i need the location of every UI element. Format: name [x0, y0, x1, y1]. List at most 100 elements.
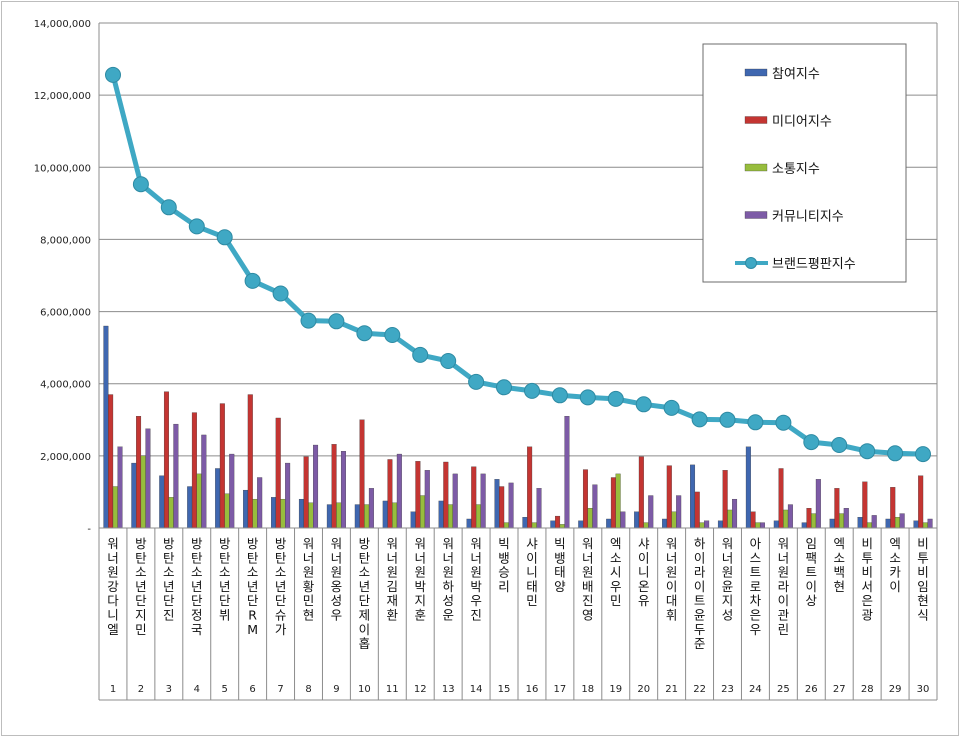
line-point [887, 445, 904, 462]
line-point [244, 272, 261, 289]
line-point [691, 411, 708, 428]
bar [499, 486, 505, 529]
y-tick-label: 4,000,000 [40, 380, 91, 391]
x-rank-label: 29 [889, 684, 902, 695]
bar [732, 498, 738, 529]
legend-entry-label: 커뮤니티지수 [772, 210, 844, 225]
bar [215, 468, 221, 529]
x-rank-label: 6 [249, 684, 255, 695]
bar [773, 520, 779, 529]
bar [806, 508, 812, 529]
x-rank-label: 5 [222, 684, 228, 695]
line-point [412, 346, 429, 363]
bar [615, 473, 621, 529]
legend-entry-label: 미디어지수 [772, 115, 832, 130]
legend-marker [745, 257, 757, 269]
x-rank-label: 2 [138, 684, 144, 695]
bar [410, 511, 416, 529]
line-point [188, 218, 205, 235]
bar [131, 462, 137, 529]
line-point [831, 437, 848, 453]
bar [387, 459, 393, 529]
bar [503, 522, 509, 529]
bar [303, 456, 309, 529]
bar [587, 508, 593, 529]
bar [606, 518, 612, 529]
y-tick-label: - [87, 524, 91, 535]
bar [438, 500, 444, 529]
bars-layer [103, 325, 933, 529]
legend-entry-label: 브랜드평판지수 [772, 257, 856, 272]
bar [117, 446, 123, 529]
bar [247, 394, 253, 529]
bar [108, 394, 114, 529]
bar [494, 479, 500, 529]
bar [243, 489, 249, 529]
bar [527, 446, 533, 529]
x-rank-label: 18 [581, 684, 594, 695]
x-rank-label: 30 [917, 684, 930, 695]
bar [280, 498, 286, 529]
bar [420, 495, 426, 529]
bar [252, 498, 258, 529]
bar [336, 502, 342, 529]
legend-swatch [744, 68, 768, 77]
line-point [272, 285, 289, 302]
bar [173, 423, 179, 529]
line-point [663, 399, 680, 416]
bar [168, 497, 174, 529]
bar [191, 412, 197, 529]
x-rank-label: 24 [749, 684, 762, 695]
line-point [803, 434, 820, 451]
bar [834, 488, 840, 529]
bar [885, 518, 891, 529]
bar [271, 497, 277, 529]
bar [922, 522, 928, 529]
line-point [859, 443, 876, 460]
x-rank-label: 3 [166, 684, 172, 695]
bar [298, 498, 304, 529]
bar [163, 391, 169, 529]
bar [717, 520, 723, 529]
bar [480, 473, 486, 529]
line-point [607, 390, 624, 407]
bar [750, 511, 756, 529]
y-tick-label: 2,000,000 [40, 452, 91, 463]
bar [927, 518, 933, 529]
bar [582, 469, 588, 529]
x-rank-label: 13 [442, 684, 455, 695]
bar [559, 524, 565, 529]
line-point [468, 373, 485, 390]
bar [811, 513, 817, 529]
bar [531, 522, 537, 529]
x-rank-label: 19 [609, 684, 622, 695]
line-point [328, 313, 345, 330]
bar [508, 482, 514, 529]
bar [196, 473, 202, 529]
x-rank-label: 10 [358, 684, 371, 695]
bar [415, 461, 421, 529]
bar [452, 473, 458, 529]
line-point [775, 414, 792, 431]
bar [555, 515, 561, 529]
x-rank-label: 7 [277, 684, 283, 695]
bar [783, 509, 789, 529]
line-point [747, 414, 764, 431]
bar [755, 522, 761, 529]
bar [857, 517, 863, 529]
bar [727, 509, 733, 529]
